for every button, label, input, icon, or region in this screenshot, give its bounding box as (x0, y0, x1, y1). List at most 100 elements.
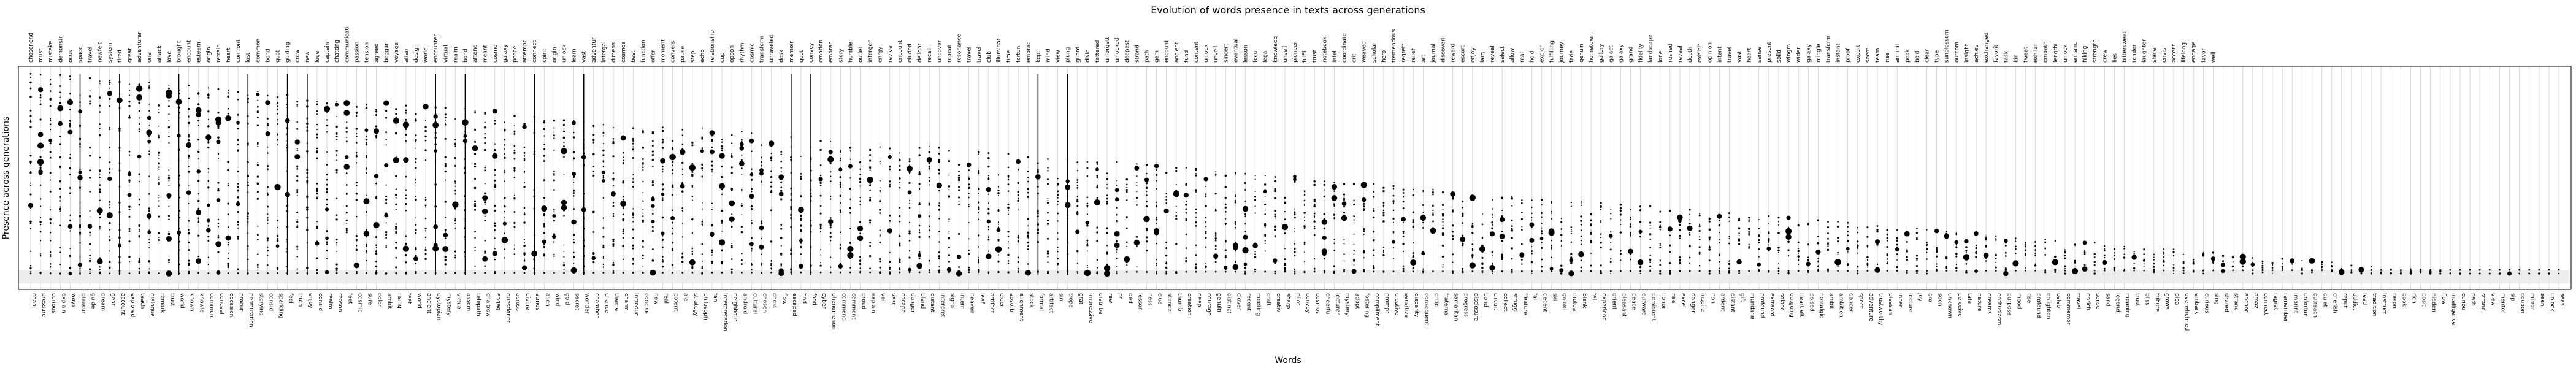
data-point (237, 186, 239, 188)
data-point (356, 133, 358, 135)
data-point (1165, 202, 1167, 204)
data-point (1274, 197, 1276, 200)
data-point (1106, 253, 1108, 255)
data-point (98, 96, 101, 99)
data-point (2015, 252, 2017, 255)
data-point (227, 264, 229, 266)
data-point (2003, 270, 2009, 277)
data-point (1175, 205, 1177, 207)
data-point (987, 237, 989, 239)
data-point (1857, 240, 1859, 243)
x-tick-label-top: galaxy (502, 44, 508, 63)
data-point (780, 160, 783, 163)
data-point (1343, 269, 1346, 271)
data-point (601, 170, 605, 175)
data-point (612, 239, 615, 241)
data-point (168, 169, 170, 171)
data-point (1679, 270, 1681, 272)
x-tick-label-top: brought (177, 40, 183, 63)
data-point (1116, 242, 1118, 244)
data-point (237, 91, 239, 93)
data-point (819, 226, 822, 228)
data-point (296, 166, 298, 168)
data-point (1007, 206, 1010, 209)
data-point (343, 100, 350, 107)
data-point (1343, 270, 1345, 273)
data-point (296, 255, 299, 258)
data-point (2271, 267, 2274, 269)
data-point (701, 127, 703, 129)
data-point (1777, 251, 1780, 253)
data-point (819, 228, 822, 230)
data-point (987, 250, 989, 252)
data-point (188, 166, 190, 167)
data-point (612, 213, 615, 215)
data-point (1896, 229, 1898, 231)
data-point (257, 239, 259, 240)
data-point (1205, 193, 1207, 195)
data-point (730, 258, 733, 260)
data-point (1501, 270, 1503, 272)
data-point (69, 154, 71, 155)
data-point (1195, 175, 1197, 177)
data-point (504, 180, 505, 182)
data-point (158, 197, 160, 199)
data-point (1303, 270, 1306, 273)
data-point (1610, 260, 1612, 262)
data-point (197, 91, 199, 93)
data-point (681, 210, 683, 212)
data-point (237, 170, 239, 173)
data-point (335, 171, 338, 174)
data-point (225, 235, 231, 241)
data-point (1242, 247, 1249, 254)
data-point (563, 244, 565, 246)
data-point (978, 212, 979, 214)
data-point (2084, 250, 2086, 251)
data-point (1837, 251, 1839, 254)
data-point (859, 232, 861, 234)
data-point (928, 166, 930, 168)
data-point (59, 123, 61, 125)
data-point (1432, 194, 1434, 196)
data-point (474, 141, 476, 143)
data-point (188, 84, 190, 86)
data-point (899, 244, 901, 247)
data-point (1834, 259, 1841, 266)
data-point (968, 205, 970, 207)
data-point (2449, 272, 2451, 275)
data-point (908, 232, 911, 235)
data-point (987, 271, 990, 274)
data-point (721, 139, 723, 140)
data-point (938, 218, 940, 220)
data-point (1531, 246, 1533, 248)
data-point (1916, 272, 1918, 274)
data-point (2054, 269, 2057, 272)
data-point (2153, 259, 2155, 261)
data-point (612, 272, 615, 274)
data-point (622, 219, 624, 221)
data-point (217, 189, 220, 192)
data-point (1135, 204, 1138, 206)
data-point (356, 215, 358, 218)
data-point (662, 166, 664, 167)
data-point (1116, 272, 1118, 275)
data-point (454, 190, 456, 191)
data-point (385, 109, 388, 112)
data-point (1580, 220, 1582, 222)
data-point (2054, 255, 2057, 258)
data-point (740, 271, 743, 274)
data-point (1768, 232, 1770, 235)
data-point (1185, 270, 1187, 273)
data-point (2340, 267, 2342, 269)
data-point (553, 240, 555, 242)
data-point (227, 118, 229, 120)
data-point (1659, 270, 1662, 272)
data-point (899, 182, 900, 183)
data-point (1590, 230, 1592, 232)
data-point (1126, 191, 1128, 193)
data-point (1738, 243, 1741, 245)
data-point (1145, 236, 1148, 239)
data-point (29, 121, 32, 123)
data-point (1955, 253, 1958, 255)
data-point (1649, 270, 1652, 272)
